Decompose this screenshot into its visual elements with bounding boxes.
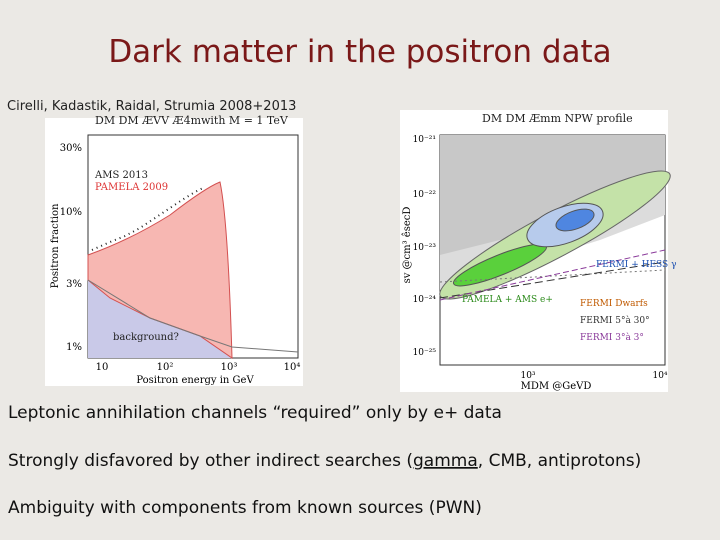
y-tick: 3% xyxy=(66,279,82,290)
label: background? xyxy=(113,332,179,343)
y-tick: 10⁻²⁵ xyxy=(413,348,437,358)
bullet-text: Leptonic annihilation channels “required… xyxy=(8,403,502,423)
legend-entry: FERMI 3°à 3° xyxy=(580,332,644,343)
x-tick: 10⁴ xyxy=(284,362,301,373)
right-plot: DM DM Æmm NPW profile 10⁻²¹ 10⁻²² 10⁻²³ … xyxy=(400,110,676,392)
bullet-text: Strongly disfavored by other indirect se… xyxy=(8,451,413,471)
bullet: Leptonic annihilation channels “required… xyxy=(8,403,502,423)
y-tick: 10⁻²¹ xyxy=(413,135,436,145)
excluded-band xyxy=(440,135,665,255)
plot-title: DM DM ÆVV Æ4mwith M = 1 TeV xyxy=(95,114,289,127)
background-area xyxy=(88,280,232,358)
label: PAMELA 2009 xyxy=(95,182,168,193)
y-label: sv @cm³ êsecD xyxy=(402,207,413,284)
bullet-text: Ambiguity with components from known sou… xyxy=(8,498,482,518)
data-points xyxy=(91,186,206,251)
y-tick: 10% xyxy=(60,207,82,218)
y-tick: 30% xyxy=(60,143,82,154)
label: FERMI + HESS γ xyxy=(596,260,676,270)
dm-area xyxy=(87,181,233,359)
x-tick: 10² xyxy=(157,362,174,373)
hess-region xyxy=(555,208,595,232)
y-tick: 10⁻²² xyxy=(413,190,437,200)
x-tick: 10³ xyxy=(520,371,535,381)
plot-title: DM DM Æmm NPW profile xyxy=(482,112,633,125)
y-tick: 1% xyxy=(66,342,82,353)
x-label: Positron energy in GeV xyxy=(136,375,254,386)
slide-title: Dark matter in the positron data xyxy=(108,34,611,70)
label: PAMELA + AMS e+ xyxy=(462,295,553,305)
x-tick: 10³ xyxy=(221,362,238,373)
link-text: gamma xyxy=(413,451,478,471)
y-label: Positron fraction xyxy=(50,203,61,288)
limit xyxy=(439,249,666,301)
x-tick: 10 xyxy=(96,362,109,373)
x-label: MDM @GeVD xyxy=(521,381,592,392)
label: AMS 2013 xyxy=(94,170,148,181)
bullet: Strongly disfavored by other indirect se… xyxy=(8,451,641,471)
bullet-text: , CMB, antiprotons) xyxy=(478,451,642,471)
legend-entry: FERMI Dwarfs xyxy=(580,299,648,309)
y-tick: 10⁻²⁴ xyxy=(413,295,437,305)
legend-entry: FERMI 5°à 30° xyxy=(580,315,650,326)
bullet: Ambiguity with components from known sou… xyxy=(8,498,482,518)
left-plot: DM DM ÆVV Æ4mwith M = 1 TeV 30% 10% 3% 1… xyxy=(45,114,303,386)
y-tick: 10⁻²³ xyxy=(413,243,437,253)
citation: Cirelli, Kadastik, Raidal, Strumia 2008+… xyxy=(7,99,296,114)
x-tick: 10⁴ xyxy=(652,371,667,381)
background-curve xyxy=(87,279,299,353)
